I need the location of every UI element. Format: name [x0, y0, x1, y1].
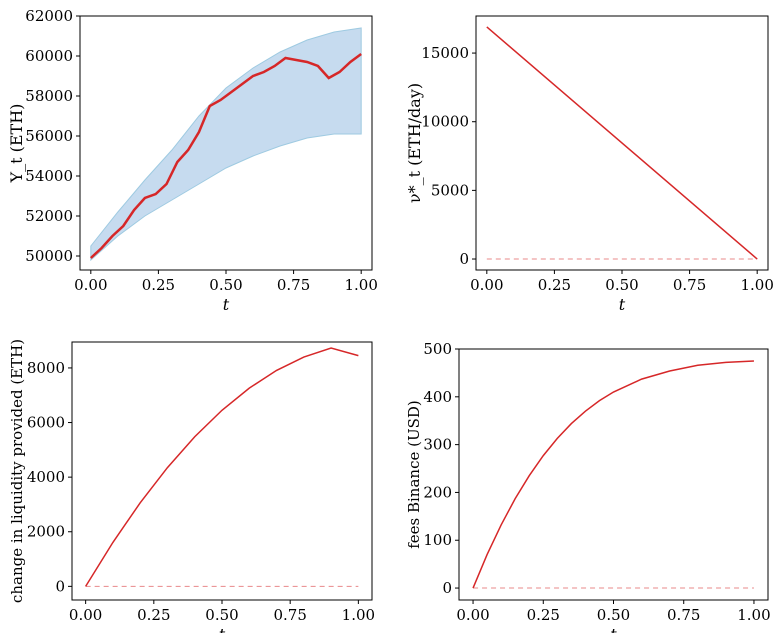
y-tick-label: 2000	[27, 523, 65, 541]
y-tick-label: 0	[55, 577, 65, 595]
y-tick-label: 400	[423, 388, 452, 406]
y-tick-label: 300	[423, 436, 452, 454]
x-tick-label: 0.50	[597, 606, 630, 624]
x-tick-label: 0.25	[527, 606, 560, 624]
x-tick-label: 0.50	[205, 606, 238, 624]
x-tick-label: 0.25	[137, 606, 170, 624]
x-tick-label: 0.00	[470, 276, 503, 294]
x-tick-label: 0.50	[209, 276, 242, 294]
y-tick-label: 6000	[27, 414, 65, 432]
series-line	[472, 360, 754, 589]
plot-frame	[71, 341, 373, 601]
y-tick-label: 500	[423, 340, 452, 358]
y-tick-label: 5000	[431, 181, 469, 199]
x-tick-label: 0.25	[142, 276, 175, 294]
series-line	[89, 52, 362, 259]
x-tick-label: 0.75	[673, 276, 706, 294]
panel-liquidity-change: 0.00 0.25 0.50 0.75 1.00 0 2000 4000 6000 8000 t ch…	[8, 339, 375, 633]
y-tick-label: 100	[423, 531, 452, 549]
panel-trading-rate: 0.00 0.25 0.50 0.75 1.00 0 5000 10000 15000 t ν*_t…	[405, 15, 774, 314]
x-tick-label: 0.00	[74, 276, 107, 294]
x-tick-label: 0.50	[605, 276, 638, 294]
x-axis-label: t	[223, 295, 230, 314]
plot-frame	[458, 348, 769, 601]
x-tick-label: 1.00	[344, 276, 377, 294]
confidence-band	[90, 27, 362, 262]
y-tick-label: 8000	[27, 359, 65, 377]
y-tick-label: 10000	[421, 113, 469, 131]
y-tick-label: 56000	[25, 127, 73, 145]
y-axis-label: fees Binance (USD)	[405, 400, 423, 549]
y-tick-label: 4000	[27, 468, 65, 486]
panel-fees-binance: 0.00 0.25 0.50 0.75 1.00 0 100 200 300 400 500 t fee…	[405, 340, 771, 633]
x-tick-label: 0.00	[69, 606, 102, 624]
y-tick-label: 15000	[421, 44, 469, 62]
x-axis-label: t	[619, 295, 626, 314]
x-tick-label: 1.00	[740, 276, 773, 294]
y-tick-label: 0	[442, 579, 452, 597]
y-tick-label: 52000	[25, 207, 73, 225]
series-line	[84, 347, 359, 587]
y-tick-label: 62000	[25, 7, 73, 25]
y-tick-label: 58000	[25, 87, 73, 105]
x-tick-label: 0.75	[667, 606, 700, 624]
x-axis-label: t	[610, 625, 617, 633]
x-tick-label: 0.75	[277, 276, 310, 294]
x-tick-label: 0.25	[538, 276, 571, 294]
y-axis-label: Y_t (ETH)	[7, 104, 26, 184]
x-tick-label: 1.00	[737, 606, 770, 624]
y-tick-label: 50000	[25, 247, 73, 265]
y-tick-label: 200	[423, 483, 452, 501]
x-tick-label: 1.00	[342, 606, 375, 624]
x-tick-label: 0.00	[456, 606, 489, 624]
y-tick-label: 54000	[25, 167, 73, 185]
y-tick-label: 60000	[25, 47, 73, 65]
series-line	[486, 26, 758, 260]
x-tick-label: 0.75	[273, 606, 306, 624]
y-axis-label: change in liquidity provided (ETH)	[8, 339, 26, 603]
y-axis-label: ν*_t (ETH/day)	[405, 83, 424, 203]
y-tick-label: 0	[459, 250, 469, 268]
panel-liquidity-y: 0.00 0.25 0.50 0.75 1.00 50000 52000 54000 56000…	[7, 7, 378, 314]
x-axis-label: t	[219, 625, 226, 633]
